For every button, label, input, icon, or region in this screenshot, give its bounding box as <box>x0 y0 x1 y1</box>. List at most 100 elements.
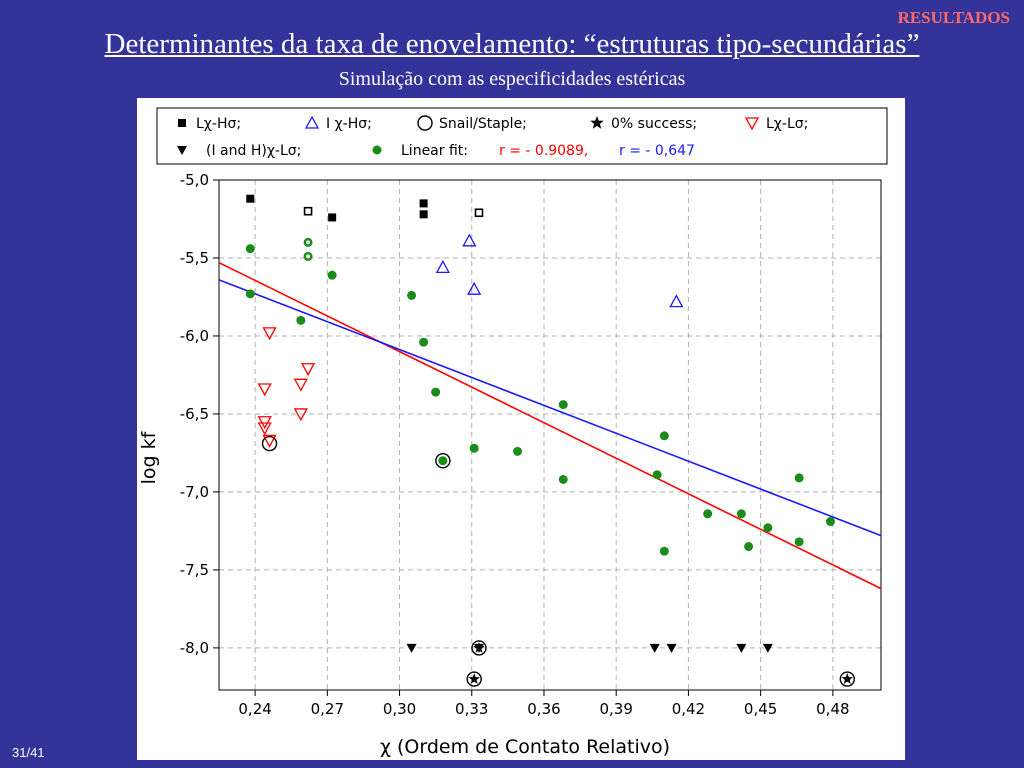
data-point <box>467 281 482 295</box>
x-tick-label: 0,24 <box>238 700 271 718</box>
x-tick-label: 0,36 <box>527 700 560 718</box>
data-point <box>305 253 312 260</box>
legend-marker <box>177 146 187 155</box>
legend-label: Lχ-Hσ; <box>196 116 241 132</box>
data-point <box>513 446 523 456</box>
data-point <box>419 199 428 208</box>
data-point <box>763 523 773 533</box>
legend-fit-blue: r = - 0,647 <box>619 143 695 159</box>
data-point <box>703 509 713 519</box>
data-points <box>245 194 855 687</box>
page-number: 31/41 <box>12 745 45 760</box>
x-axis-label: χ (Ordem de Contato Relativo) <box>380 736 670 758</box>
data-point <box>669 294 684 308</box>
data-point <box>262 327 277 341</box>
slide-title: Determinantes da taxa de enovelamento: “… <box>0 28 1024 61</box>
section-tag: RESULTADOS <box>897 8 1010 27</box>
data-point <box>462 233 477 247</box>
legend-fit-red: r = - 0.9089, <box>499 143 588 159</box>
legend-marker <box>372 145 382 155</box>
legend-label: 0% success; <box>611 116 697 132</box>
legend-marker <box>590 116 604 129</box>
data-point <box>303 206 313 216</box>
data-point <box>649 643 660 653</box>
data-point <box>262 434 277 448</box>
data-point <box>261 435 278 452</box>
data-point <box>473 641 485 653</box>
legend-label: Linear fit: <box>401 143 468 159</box>
data-point <box>435 259 450 273</box>
y-tick-label: -8,0 <box>180 639 209 657</box>
data-point <box>762 643 773 653</box>
data-point <box>825 517 835 527</box>
data-point <box>245 289 255 299</box>
data-point <box>257 383 272 397</box>
slide-subtitle: Simulação com as especificidades estéric… <box>338 68 686 90</box>
y-tick-label: -5,0 <box>180 171 209 189</box>
data-point <box>327 270 337 280</box>
data-point <box>659 431 669 441</box>
data-point <box>474 208 484 218</box>
y-axis-label: log kf <box>138 430 160 484</box>
data-point <box>469 443 479 453</box>
plot-frame <box>218 179 882 691</box>
data-point <box>296 315 306 325</box>
legend-label: Snail/Staple; <box>439 116 527 132</box>
x-tick-label: 0,42 <box>672 700 705 718</box>
y-tick-label: -6,5 <box>180 405 209 423</box>
fit-line <box>218 279 882 537</box>
data-point <box>659 546 669 556</box>
legend-marker <box>417 115 433 131</box>
data-point <box>744 542 754 552</box>
legend-marker <box>304 115 320 129</box>
data-point <box>435 453 451 469</box>
data-point <box>438 456 448 466</box>
data-point <box>293 408 308 422</box>
data-point <box>419 337 429 347</box>
data-point <box>257 422 272 436</box>
x-tick-label: 0,39 <box>599 700 632 718</box>
data-point <box>419 210 428 219</box>
legend: Lχ-Hσ; I χ-Hσ; Snail/Staple; 0% success; Lχ-… <box>177 115 808 159</box>
data-point <box>736 643 747 653</box>
x-tick-label: 0,33 <box>455 700 488 718</box>
y-tick-label: -7,0 <box>180 483 209 501</box>
grid <box>219 179 881 690</box>
chart-figure: Lχ-Hσ; I χ-Hσ; Snail/Staple; 0% success; Lχ-… <box>137 98 905 760</box>
data-point <box>328 213 337 222</box>
data-point <box>407 290 417 300</box>
data-point <box>558 474 568 484</box>
data-point <box>558 400 568 410</box>
data-point <box>300 363 316 377</box>
legend-label: I χ-Hσ; <box>326 116 372 132</box>
data-point <box>246 194 255 203</box>
data-point <box>406 643 417 653</box>
x-tick-label: 0,27 <box>311 700 344 718</box>
data-point <box>245 244 255 254</box>
axis-ticks: 0,24 0,27 0,30 0,33 0,36 0,39 0,42 0,45 0,48 -5,0… <box>180 171 850 718</box>
data-point <box>841 673 853 684</box>
y-tick-label: -5,5 <box>180 249 209 267</box>
data-point <box>431 387 441 397</box>
fit-lines <box>218 261 882 590</box>
legend-marker <box>744 117 760 131</box>
y-tick-label: -7,5 <box>180 561 209 579</box>
legend-marker <box>178 119 186 127</box>
data-point <box>257 416 272 430</box>
data-point <box>652 470 662 480</box>
data-point <box>293 378 308 392</box>
legend-label: (I and H)χ-Lσ; <box>206 143 301 159</box>
data-point <box>794 537 804 547</box>
x-tick-label: 0,30 <box>383 700 416 718</box>
x-tick-label: 0,45 <box>744 700 777 718</box>
scatter-chart: Lχ-Hσ; I χ-Hσ; Snail/Staple; 0% success; Lχ-… <box>138 107 888 758</box>
data-point <box>794 473 804 483</box>
data-point <box>468 673 480 684</box>
fit-line <box>218 261 882 590</box>
legend-label: Lχ-Lσ; <box>766 116 808 132</box>
data-point <box>305 239 312 246</box>
y-tick-label: -6,0 <box>180 327 209 345</box>
data-point <box>666 643 677 653</box>
x-tick-label: 0,48 <box>816 700 849 718</box>
legend-box <box>156 107 888 165</box>
